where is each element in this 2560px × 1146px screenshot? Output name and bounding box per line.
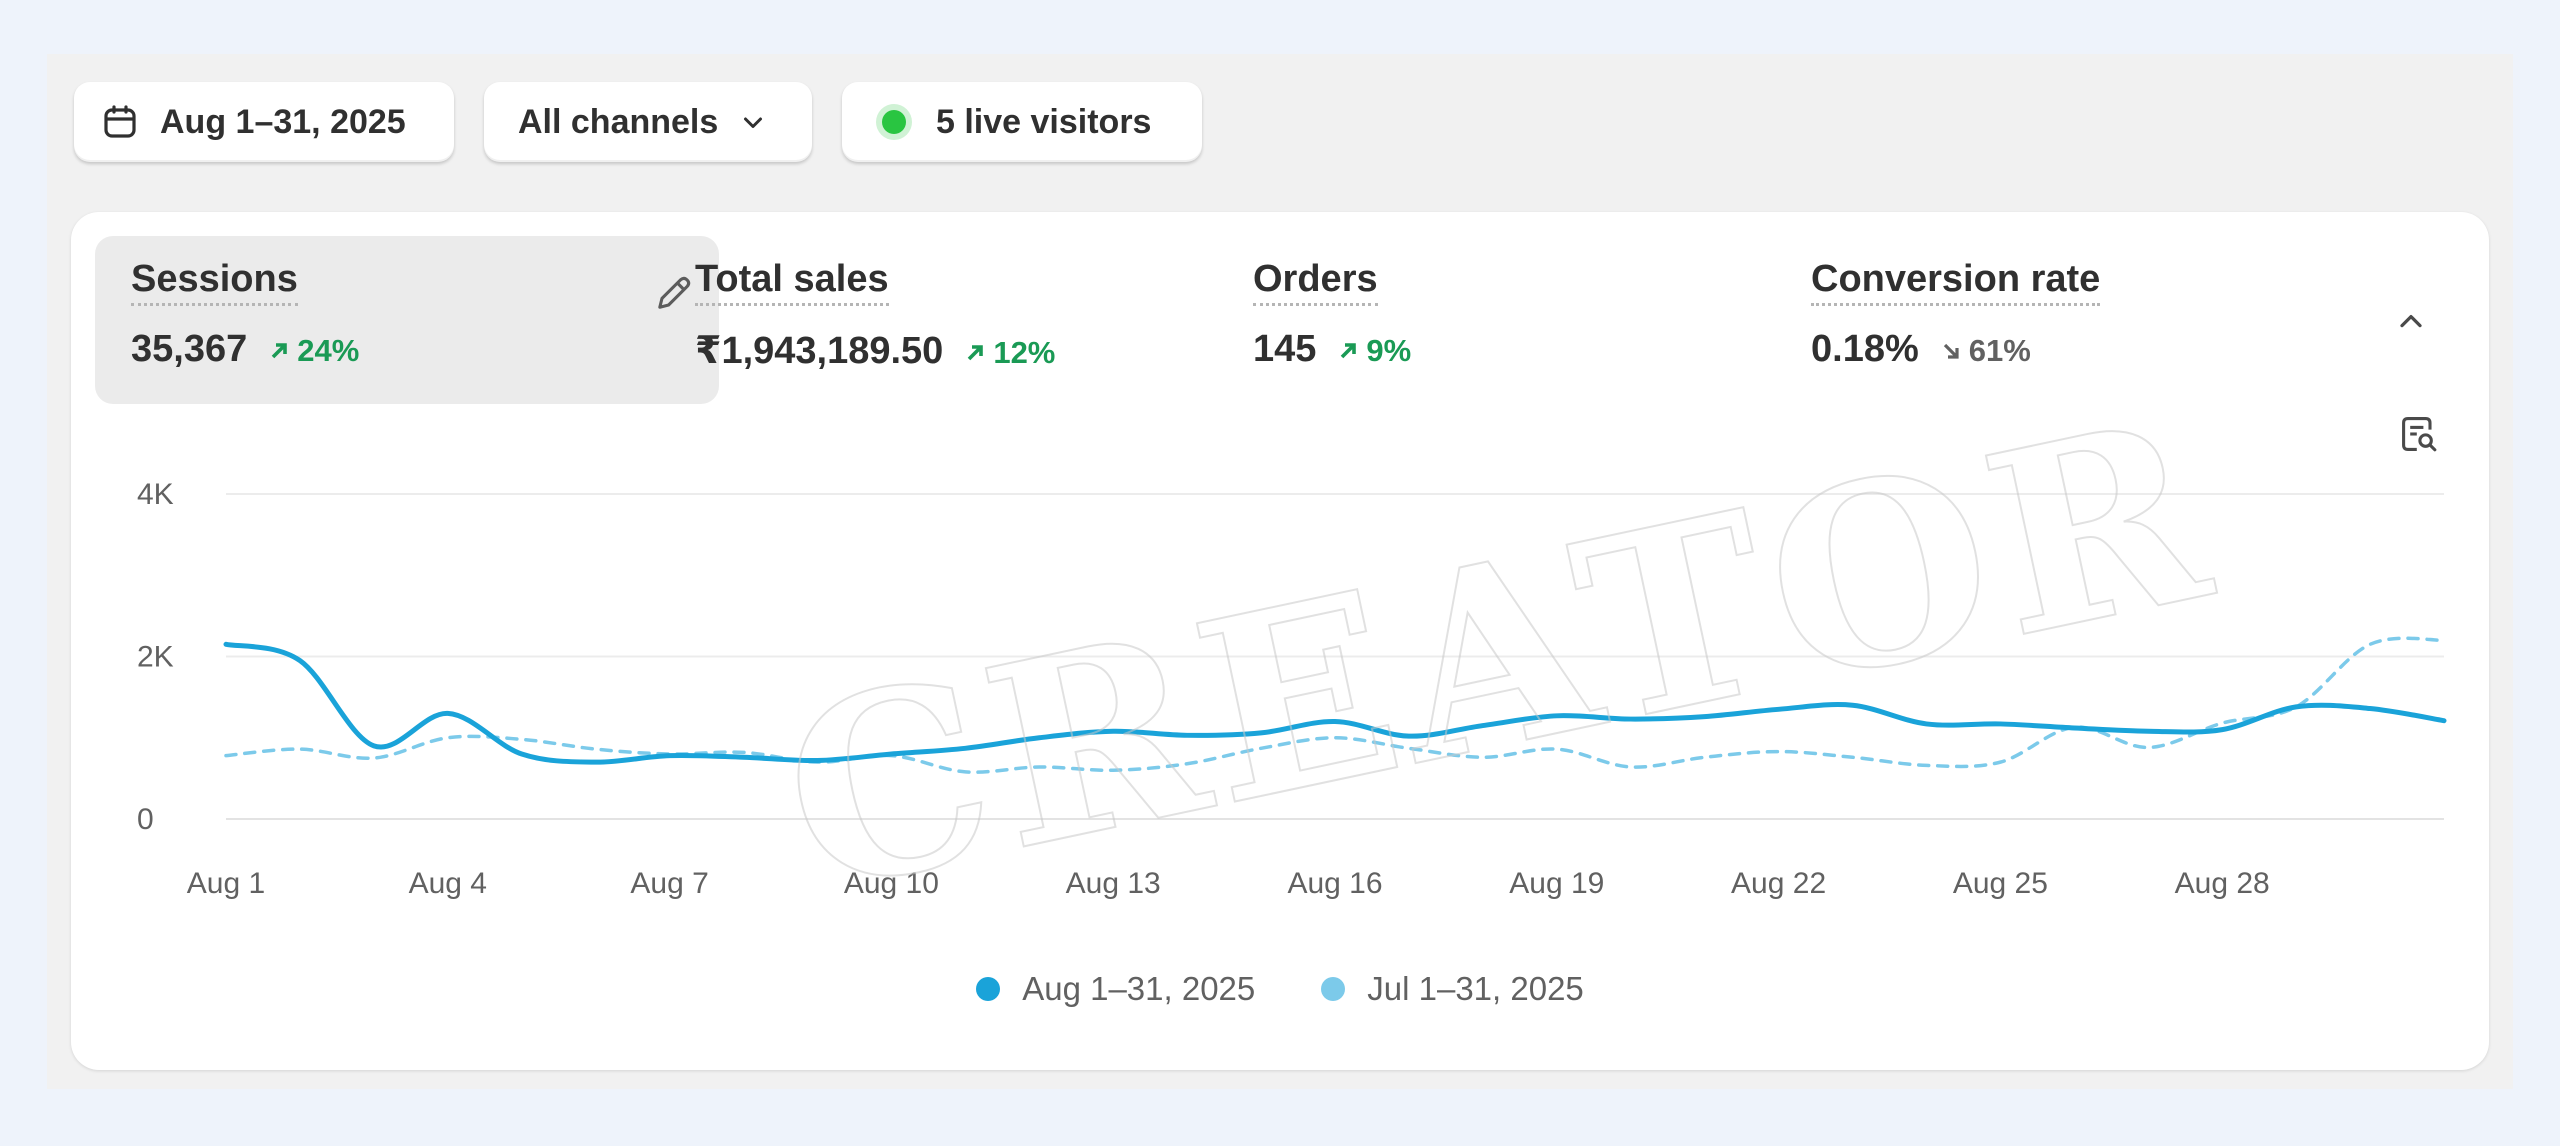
- metric-change: 9%: [1338, 333, 1411, 369]
- metric-label: Conversion rate: [1811, 258, 2101, 306]
- metric-change-value: 61%: [1968, 333, 2031, 368]
- metric-change-value: 24%: [297, 333, 360, 368]
- live-visitors-button[interactable]: 5 live visitors: [842, 82, 1202, 162]
- series-line-current: [223, 641, 2447, 765]
- metric-label: Sessions: [131, 258, 298, 306]
- arrow-up-right-icon: [1341, 343, 1357, 359]
- metric-tab-orders[interactable]: Orders 145 9%: [1217, 236, 1737, 404]
- live-visitors-label: 5 live visitors: [936, 102, 1152, 141]
- series-line-previous: [224, 636, 2446, 774]
- arrow-down-right-icon: [1943, 343, 1959, 359]
- x-tick-label: Aug 4: [409, 867, 487, 900]
- arrow-up-right-icon: [968, 345, 984, 361]
- sessions-line-chart: 4K 2K 0 Aug 1 Aug 4 Aug 7 Aug 10 Aug 13 Aug 16 Au…: [137, 478, 2447, 900]
- legend-dot: [1321, 977, 1346, 1001]
- x-tick-label: Aug 28: [2175, 867, 2270, 900]
- calendar-icon: [104, 105, 136, 138]
- metric-label: Orders: [1253, 258, 1378, 306]
- x-tick-label: Aug 22: [1731, 867, 1826, 900]
- metric-label: Total sales: [695, 258, 889, 306]
- metrics-card: Sessions 35,367 24% Total sales ₹1,943,1…: [71, 212, 2489, 1070]
- legend-item-previous[interactable]: Jul 1–31, 2025: [1321, 970, 1584, 1008]
- metric-change: 61%: [1941, 333, 2031, 369]
- x-tick-label: Aug 13: [1066, 867, 1161, 900]
- metric-tab-total-sales[interactable]: Total sales ₹1,943,189.50 12%: [659, 236, 1179, 404]
- x-tick-label: Aug 7: [630, 867, 708, 900]
- chart-legend: Aug 1–31, 2025 Jul 1–31, 2025: [71, 970, 2489, 1008]
- metric-change: 24%: [269, 333, 359, 369]
- arrow-up-right-icon: [271, 343, 288, 359]
- chevron-up-icon[interactable]: [2393, 304, 2429, 340]
- metric-value: 0.18%: [1811, 328, 1919, 370]
- y-tick-label: 0: [137, 803, 154, 836]
- legend-label: Jul 1–31, 2025: [1367, 970, 1584, 1007]
- y-tick-label: 2K: [137, 641, 174, 674]
- legend-dot: [976, 977, 1001, 1001]
- metric-value: ₹1,943,189.50: [695, 330, 944, 372]
- date-range-label: Aug 1–31, 2025: [160, 102, 406, 141]
- legend-item-current[interactable]: Aug 1–31, 2025: [976, 970, 1255, 1008]
- legend-label: Aug 1–31, 2025: [1022, 970, 1256, 1007]
- channel-filter-dropdown[interactable]: All channels: [484, 82, 812, 162]
- live-status-dot: [882, 110, 906, 134]
- channel-filter-label: All channels: [518, 102, 719, 141]
- chevron-down-icon: [744, 117, 763, 128]
- metric-change-value: 12%: [993, 335, 1056, 370]
- x-tick-label: Aug 19: [1509, 867, 1604, 900]
- x-tick-label: Aug 10: [844, 867, 939, 900]
- y-tick-label: 4K: [137, 478, 174, 511]
- pencil-icon[interactable]: [651, 272, 695, 316]
- report-search-icon[interactable]: [2397, 412, 2441, 456]
- x-tick-label: Aug 25: [1953, 867, 2048, 900]
- metric-tab-sessions[interactable]: Sessions 35,367 24%: [95, 236, 719, 404]
- metric-change: 12%: [965, 335, 1055, 371]
- x-tick-label: Aug 16: [1287, 867, 1382, 900]
- date-range-button[interactable]: Aug 1–31, 2025: [74, 82, 454, 162]
- x-tick-label: Aug 1: [187, 867, 265, 900]
- metric-change-value: 9%: [1366, 333, 1412, 368]
- metric-tab-conversion-rate[interactable]: Conversion rate 0.18% 61%: [1775, 236, 2295, 404]
- metric-value: 35,367: [131, 328, 248, 370]
- metric-value: 145: [1253, 328, 1317, 370]
